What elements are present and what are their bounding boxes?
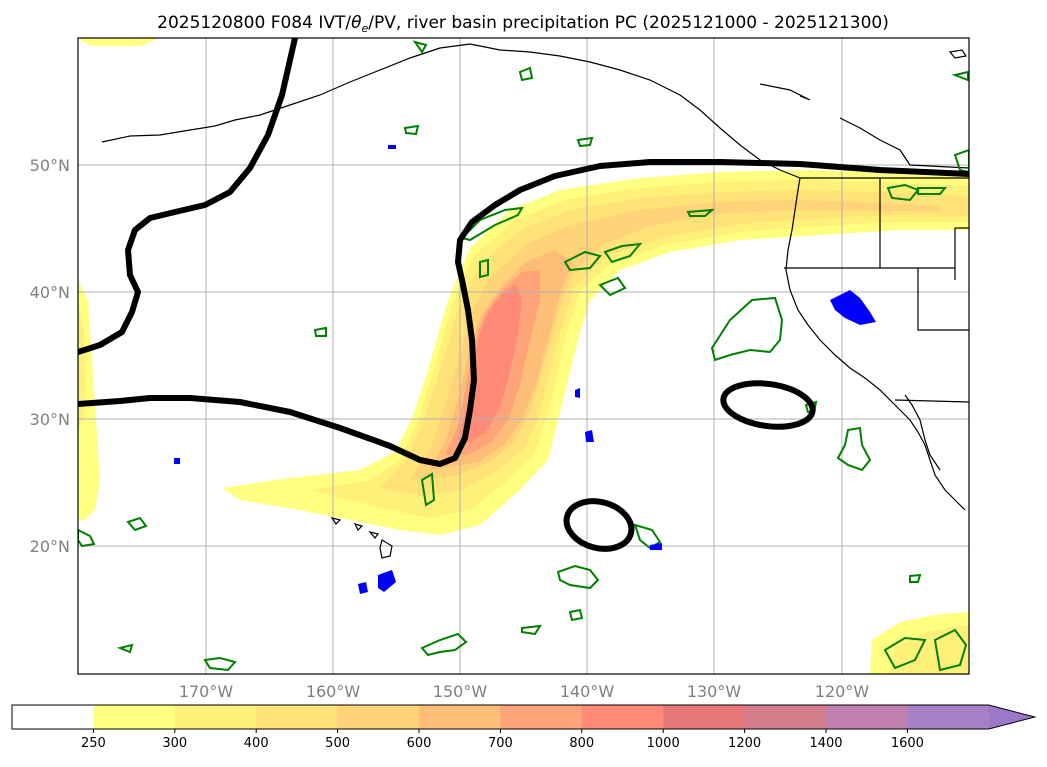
colorbar-segment [500, 705, 583, 729]
colorbar-segment [337, 705, 420, 729]
colorbar: 250 300 400 500 600 700 800 1000 1200 1400 1600 [11, 704, 1037, 751]
lon-axis: 170°W 160°W 150°W 140°W 130°W 120°W [179, 682, 870, 701]
theta-e-contours [78, 38, 969, 552]
colorbar-segment [826, 705, 908, 729]
lon-label: 150°W [433, 682, 488, 701]
colorbar-tick-label: 1600 [891, 736, 924, 751]
colorbar-segment [581, 705, 664, 729]
title-theta-sub: e [362, 22, 369, 35]
colorbar-tick-label: 1400 [809, 736, 842, 751]
colorbar-tick-label: 800 [569, 736, 594, 751]
map-area [78, 38, 969, 674]
colorbar-tick-label: 700 [488, 736, 513, 751]
colorbar-segment [663, 705, 746, 729]
lon-label: 130°W [687, 682, 742, 701]
pv-contours [78, 40, 969, 672]
lat-label: 20°N [30, 537, 70, 556]
figure-title: 2025120800 F084 IVT/θe/PV, river basin p… [157, 13, 889, 35]
colorbar-segment [174, 705, 257, 729]
colorbar-tick-label: 300 [162, 736, 187, 751]
colorbar-tick-label: 1000 [647, 736, 680, 751]
colorbar-segment [419, 705, 501, 729]
colorbar-segment [907, 705, 990, 729]
title-theta: θ [351, 13, 362, 33]
lon-label: 160°W [306, 682, 361, 701]
lon-label: 170°W [179, 682, 234, 701]
ivt-band-800 [458, 285, 522, 442]
lon-label: 140°W [560, 682, 615, 701]
colorbar-tick-label: 400 [244, 736, 269, 751]
colorbar-segment [744, 705, 827, 729]
colorbar-segment [12, 705, 94, 729]
colorbar-segment [93, 705, 176, 729]
colorbar-segment [256, 705, 339, 729]
colorbar-tick-label: 1200 [728, 736, 761, 751]
colorbar-tick-label: 500 [325, 736, 350, 751]
lat-axis: 50°N 40°N 30°N 20°N [30, 156, 70, 556]
map-frame [77, 37, 970, 675]
lat-label: 40°N [30, 283, 70, 302]
colorbar-tick-label: 600 [407, 736, 432, 751]
colorbar-tick-label: 250 [81, 736, 106, 751]
lat-label: 50°N [30, 156, 70, 175]
lat-label: 30°N [30, 410, 70, 429]
lon-label: 120°W [815, 682, 870, 701]
colorbar-outline [11, 704, 1037, 730]
colorbar-extend-arrow [988, 705, 1035, 729]
title-prefix: 2025120800 F084 IVT/ [157, 13, 351, 33]
title-suffix: /PV, river basin precipitation PC (20251… [368, 13, 889, 33]
precip-blobs [174, 145, 876, 594]
